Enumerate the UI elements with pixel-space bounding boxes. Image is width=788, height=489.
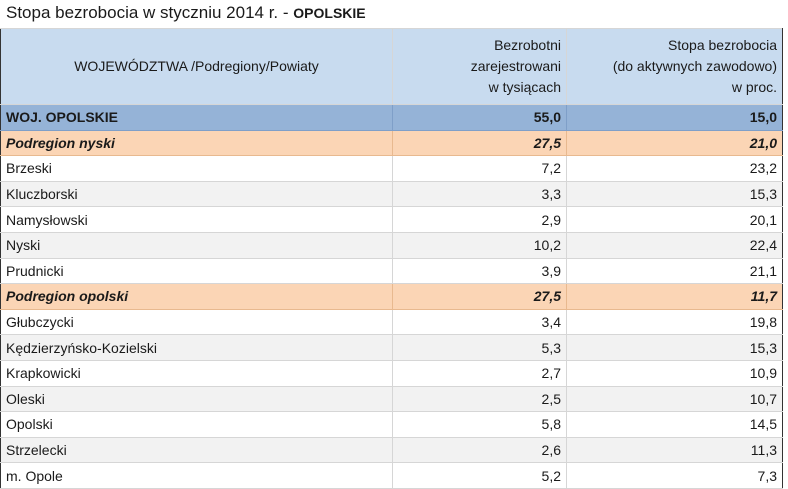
cell-name: Namysłowski xyxy=(0,206,393,233)
table-row: Oleski 2,5 10,7 xyxy=(0,385,783,413)
cell-name: Kędzierzyńsko-Kozielski xyxy=(0,334,393,361)
cell-rate: 20,1 xyxy=(566,206,783,233)
table-body: WOJ. OPOLSKIE 55,0 15,0 Podregion nyski 27,5… xyxy=(0,104,783,489)
unemployment-table: WOJEWÓDZTWA /Podregiony/Powiaty Bezrobot… xyxy=(0,28,783,489)
cell-rate: 19,8 xyxy=(566,308,783,336)
cell-rate: 14,5 xyxy=(566,411,783,438)
cell-registered: 2,9 xyxy=(392,206,567,233)
table-row: m. Opole 5,2 7,3 xyxy=(0,462,783,489)
page-title: Stopa bezrobocia w styczniu 2014 r. - OP… xyxy=(6,3,366,23)
cell-registered: 7,2 xyxy=(392,155,567,182)
table-row: Opolski 5,8 14,5 xyxy=(0,411,783,438)
cell-name: Kluczborski xyxy=(0,180,393,208)
title-text: Stopa bezrobocia w styczniu 2014 r. - xyxy=(6,3,289,22)
cell-registered: 2,6 xyxy=(392,436,567,464)
cell-registered: 3,4 xyxy=(392,308,567,336)
cell-rate: 15,0 xyxy=(566,104,783,131)
table-row: Krapkowicki 2,7 10,9 xyxy=(0,359,783,387)
cell-name: Brzeski xyxy=(0,155,393,182)
cell-name: Strzelecki xyxy=(0,436,393,464)
cell-registered: 27,5 xyxy=(392,129,567,157)
cell-registered: 5,8 xyxy=(392,411,567,438)
cell-name: Oleski xyxy=(0,385,393,413)
cell-registered: 10,2 xyxy=(392,231,567,259)
cell-rate: 21,0 xyxy=(566,129,783,157)
cell-name: Prudnicki xyxy=(0,257,393,285)
cell-rate: 15,3 xyxy=(566,180,783,208)
cell-name: WOJ. OPOLSKIE xyxy=(0,104,393,131)
cell-rate: 10,7 xyxy=(566,385,783,413)
cell-rate: 11,3 xyxy=(566,436,783,464)
subregion-row: Podregion nyski 27,5 21,0 xyxy=(0,129,783,157)
table-row: Brzeski 7,2 23,2 xyxy=(0,155,783,182)
cell-name: Podregion nyski xyxy=(0,129,393,157)
table-header-row: WOJEWÓDZTWA /Podregiony/Powiaty Bezrobot… xyxy=(0,28,783,105)
cell-registered: 3,9 xyxy=(392,257,567,285)
voivodeship-row: WOJ. OPOLSKIE 55,0 15,0 xyxy=(0,104,783,131)
cell-registered: 3,3 xyxy=(392,180,567,208)
table-row: Namysłowski 2,9 20,1 xyxy=(0,206,783,233)
cell-rate: 7,3 xyxy=(566,462,783,489)
cell-registered: 5,2 xyxy=(392,462,567,489)
table-row: Kędzierzyńsko-Kozielski 5,3 15,3 xyxy=(0,334,783,361)
table-row: Głubczycki 3,4 19,8 xyxy=(0,308,783,336)
header-rate: Stopa bezrobocia (do aktywnych zawodowo)… xyxy=(566,28,783,105)
table-row: Strzelecki 2,6 11,3 xyxy=(0,436,783,464)
header-registered: Bezrobotni zarejestrowani w tysiącach xyxy=(392,28,567,105)
table-row: Nyski 10,2 22,4 xyxy=(0,231,783,259)
cell-name: Głubczycki xyxy=(0,308,393,336)
cell-registered: 27,5 xyxy=(392,283,567,310)
cell-name: Nyski xyxy=(0,231,393,259)
header-name: WOJEWÓDZTWA /Podregiony/Powiaty xyxy=(0,28,393,105)
subregion-row: Podregion opolski 27,5 11,7 xyxy=(0,283,783,310)
table-row: Prudnicki 3,9 21,1 xyxy=(0,257,783,285)
cell-name: Opolski xyxy=(0,411,393,438)
cell-rate: 22,4 xyxy=(566,231,783,259)
cell-rate: 23,2 xyxy=(566,155,783,182)
cell-registered: 2,7 xyxy=(392,359,567,387)
cell-rate: 21,1 xyxy=(566,257,783,285)
cell-registered: 2,5 xyxy=(392,385,567,413)
cell-rate: 11,7 xyxy=(566,283,783,310)
cell-registered: 55,0 xyxy=(392,104,567,131)
cell-rate: 10,9 xyxy=(566,359,783,387)
cell-rate: 15,3 xyxy=(566,334,783,361)
cell-name: Krapkowicki xyxy=(0,359,393,387)
title-region: OPOLSKIE xyxy=(293,5,366,21)
table-row: Kluczborski 3,3 15,3 xyxy=(0,180,783,208)
cell-registered: 5,3 xyxy=(392,334,567,361)
cell-name: m. Opole xyxy=(0,462,393,489)
cell-name: Podregion opolski xyxy=(0,283,393,310)
